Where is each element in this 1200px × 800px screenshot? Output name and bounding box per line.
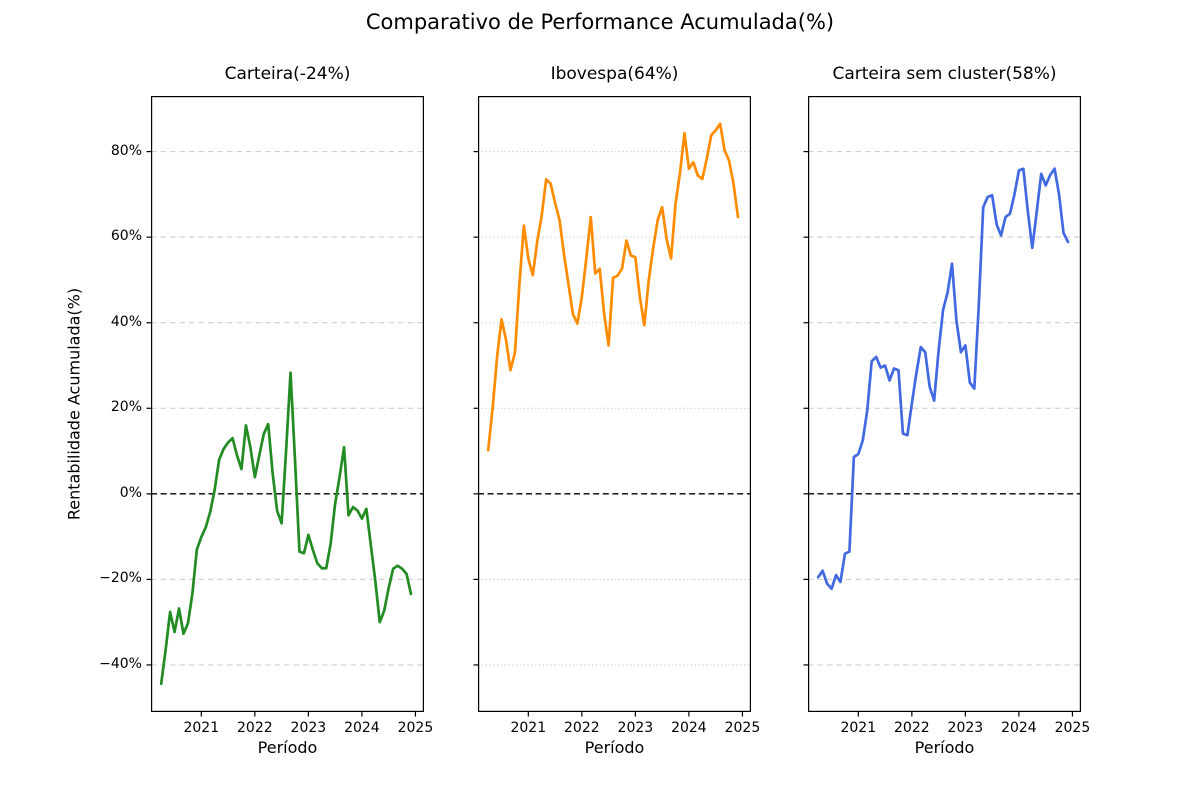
- y-tick-label: 40%: [110, 313, 142, 330]
- subplot-title-ibovespa: Ibovespa(64%): [550, 64, 679, 84]
- y-tick-label: 60%: [110, 228, 142, 245]
- x-axis-label-ibovespa: Período: [584, 738, 645, 757]
- x-tick-label: 2024: [671, 720, 707, 736]
- x-tick-label: 2022: [237, 720, 273, 736]
- x-tick-label: 2024: [1001, 720, 1037, 736]
- x-tick-label: 2023: [947, 720, 984, 736]
- plot-area-3: [803, 96, 1081, 717]
- figure-title: Comparativo de Performance Acumulada(%): [365, 10, 835, 34]
- series-line-carteira: [159, 371, 413, 686]
- axes-border: [151, 96, 424, 712]
- axes-border: [478, 96, 751, 712]
- x-tick-label: 2022: [564, 720, 600, 736]
- axes-border: [808, 96, 1081, 712]
- subplot-title-carteira-sem-cluster: Carteira sem cluster(58%): [832, 64, 1057, 84]
- y-tick-label: −40%: [99, 655, 142, 672]
- plot-area-1: [146, 96, 424, 717]
- x-axis-label-carteira: Período: [257, 738, 318, 757]
- x-tick-label: 2023: [290, 720, 327, 736]
- y-tick-label: −20%: [99, 570, 142, 587]
- plot-area-2: [473, 96, 751, 717]
- x-tick-label: 2025: [1054, 720, 1091, 736]
- x-tick-label: 2025: [724, 720, 761, 736]
- x-tick-label: 2021: [510, 720, 547, 736]
- x-tick-label: 2021: [183, 720, 220, 736]
- x-tick-label: 2021: [840, 720, 877, 736]
- x-axis-label-carteira-sem-cluster: Período: [914, 738, 975, 757]
- y-tick-label: 80%: [110, 142, 142, 159]
- series-line-ibovespa: [486, 122, 740, 452]
- y-tick-label: 0%: [119, 484, 142, 501]
- subplot-title-carteira: Carteira(-24%): [224, 64, 351, 84]
- x-tick-label: 2022: [894, 720, 930, 736]
- x-tick-label: 2024: [344, 720, 380, 736]
- y-tick-label: 20%: [110, 399, 142, 416]
- x-tick-label: 2025: [397, 720, 434, 736]
- x-tick-label: 2023: [617, 720, 654, 736]
- series-line-carteira-sem-cluster: [816, 167, 1070, 591]
